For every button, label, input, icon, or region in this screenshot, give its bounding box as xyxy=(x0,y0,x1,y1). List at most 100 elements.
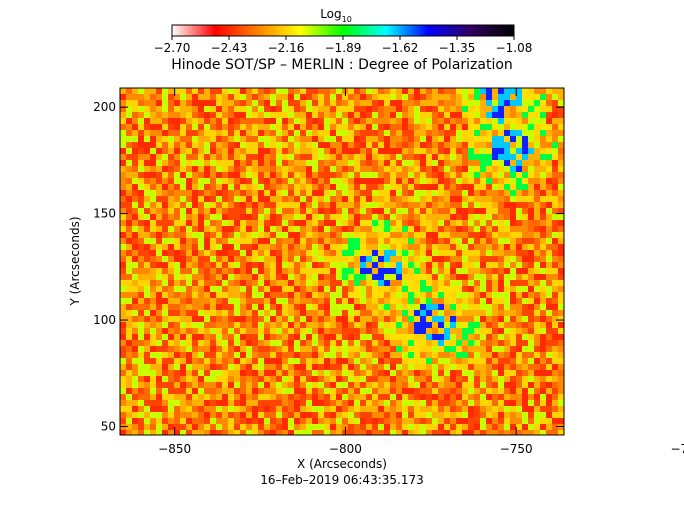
heatmap-cell xyxy=(342,406,348,412)
heatmap-cell xyxy=(156,112,162,118)
heatmap-cell xyxy=(456,256,462,262)
heatmap-cell xyxy=(480,226,486,232)
heatmap-cell xyxy=(534,232,540,238)
heatmap-cell xyxy=(444,364,450,370)
heatmap-cell xyxy=(522,154,528,160)
heatmap-cell xyxy=(210,100,216,106)
heatmap-cell xyxy=(426,334,432,340)
heatmap-cell xyxy=(360,376,366,382)
heatmap-cell xyxy=(384,376,390,382)
heatmap-cell xyxy=(354,376,360,382)
heatmap-cell xyxy=(414,412,420,418)
heatmap-cell xyxy=(516,118,522,124)
heatmap-cell xyxy=(528,172,534,178)
heatmap-cell xyxy=(120,190,126,196)
heatmap-cell xyxy=(432,178,438,184)
heatmap-cell xyxy=(348,328,354,334)
heatmap-cell xyxy=(360,352,366,358)
heatmap-cell xyxy=(276,256,282,262)
heatmap-cell xyxy=(240,178,246,184)
heatmap-cell xyxy=(186,244,192,250)
heatmap-cell xyxy=(528,190,534,196)
heatmap-cell xyxy=(444,322,450,328)
heatmap-cell xyxy=(336,292,342,298)
heatmap-cell xyxy=(240,148,246,154)
heatmap-cell xyxy=(126,124,132,130)
heatmap-cell xyxy=(120,298,126,304)
heatmap-cell xyxy=(558,190,564,196)
heatmap-cell xyxy=(420,394,426,400)
heatmap-cell xyxy=(396,94,402,100)
heatmap-cell xyxy=(330,292,336,298)
heatmap-cell xyxy=(438,346,444,352)
heatmap-cell xyxy=(522,148,528,154)
heatmap-cell xyxy=(246,244,252,250)
heatmap-cell xyxy=(222,124,228,130)
heatmap-cell xyxy=(528,196,534,202)
heatmap-cell xyxy=(198,430,204,435)
heatmap-cell xyxy=(240,160,246,166)
heatmap-cell xyxy=(330,322,336,328)
heatmap-cell xyxy=(162,424,168,430)
heatmap-cell xyxy=(318,322,324,328)
heatmap-cell xyxy=(390,412,396,418)
heatmap-cell xyxy=(204,298,210,304)
heatmap-cell xyxy=(552,268,558,274)
heatmap-cell xyxy=(282,280,288,286)
heatmap-cell xyxy=(162,340,168,346)
heatmap-cell xyxy=(534,274,540,280)
heatmap-cell xyxy=(354,232,360,238)
heatmap-cell xyxy=(492,424,498,430)
heatmap-cell xyxy=(348,406,354,412)
heatmap-cell xyxy=(168,412,174,418)
heatmap-cell xyxy=(144,220,150,226)
heatmap-cell xyxy=(252,262,258,268)
heatmap-cell xyxy=(294,238,300,244)
heatmap-cell xyxy=(414,220,420,226)
heatmap-cell xyxy=(336,340,342,346)
heatmap-cell xyxy=(546,106,552,112)
heatmap-cell xyxy=(312,190,318,196)
heatmap-cell xyxy=(162,88,168,94)
heatmap-cell xyxy=(384,334,390,340)
heatmap-cell xyxy=(138,124,144,130)
heatmap-cell xyxy=(558,334,564,340)
heatmap-cell xyxy=(246,424,252,430)
heatmap-cell xyxy=(294,328,300,334)
heatmap-cell xyxy=(216,418,222,424)
heatmap-cell xyxy=(390,340,396,346)
heatmap-cell xyxy=(450,172,456,178)
heatmap-cell xyxy=(354,424,360,430)
heatmap-cell xyxy=(342,274,348,280)
heatmap-cell xyxy=(288,424,294,430)
heatmap-cell xyxy=(420,292,426,298)
heatmap-cell xyxy=(552,286,558,292)
heatmap-cell xyxy=(504,394,510,400)
heatmap-cell xyxy=(540,418,546,424)
heatmap-cell xyxy=(240,196,246,202)
heatmap-cell xyxy=(390,352,396,358)
heatmap-cell xyxy=(432,286,438,292)
heatmap-cell xyxy=(372,280,378,286)
heatmap-cell xyxy=(222,292,228,298)
heatmap-cell xyxy=(468,280,474,286)
heatmap-cell xyxy=(498,268,504,274)
heatmap-cell xyxy=(234,232,240,238)
heatmap-cell xyxy=(528,112,534,118)
heatmap-cell xyxy=(528,100,534,106)
heatmap-cell xyxy=(324,166,330,172)
heatmap-cell xyxy=(150,382,156,388)
heatmap-cell xyxy=(468,190,474,196)
heatmap-cell xyxy=(126,244,132,250)
heatmap-cell xyxy=(192,148,198,154)
heatmap-cell xyxy=(390,112,396,118)
heatmap-cell xyxy=(198,298,204,304)
heatmap-cell xyxy=(546,172,552,178)
heatmap-cell xyxy=(468,316,474,322)
heatmap-cell xyxy=(378,412,384,418)
heatmap-cell xyxy=(252,424,258,430)
heatmap-cell xyxy=(438,322,444,328)
heatmap-cell xyxy=(558,292,564,298)
heatmap-cell xyxy=(390,262,396,268)
heatmap-cell xyxy=(420,376,426,382)
